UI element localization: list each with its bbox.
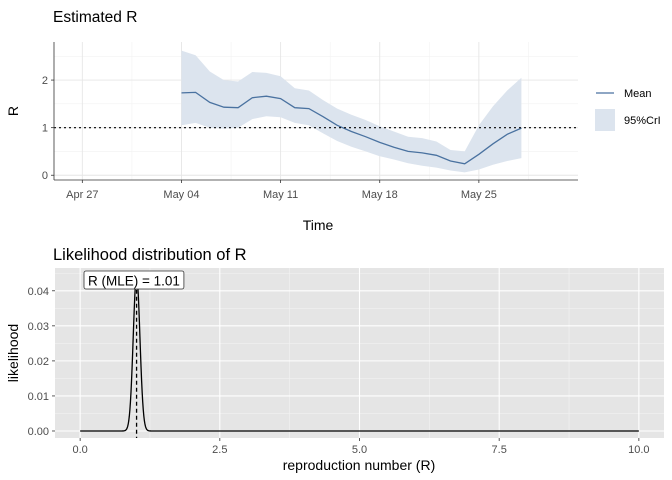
- y-tick-label: 0.01: [28, 391, 49, 403]
- likelihood-chart: Likelihood distribution of R R (MLE) = 1…: [5, 246, 664, 473]
- y-tick-label: 2: [42, 75, 48, 87]
- legend-cri-key: [595, 109, 615, 131]
- x-tick-label: 2.5: [212, 444, 227, 456]
- likelihood-curve: [80, 273, 639, 432]
- credible-interval-ribbon: [181, 50, 522, 173]
- y-tick-label: 0.04: [28, 286, 49, 298]
- mle-annotation: R (MLE) = 1.01: [83, 270, 185, 290]
- x-tick-label: Apr 27: [66, 189, 98, 201]
- mean-line: [181, 91, 522, 165]
- y-tick-label: 0.00: [28, 426, 49, 438]
- legend-mean-label: Mean: [624, 88, 652, 100]
- x-tick-label: 10.0: [628, 444, 649, 456]
- x-ticks: Apr 27 May 04 May 11 May 18 May 25: [66, 180, 497, 201]
- x-tick-label: May 11: [263, 189, 298, 201]
- x-axis-title: reproduction number (R): [283, 457, 436, 473]
- annotation-text: R (MLE) = 1.01: [88, 274, 180, 289]
- y-ticks: 0 1 2: [42, 75, 54, 182]
- y-tick-label: 0.03: [28, 321, 49, 333]
- estimated-r-chart: Estimated R 0 1 2 Apr 27 May 04 May 11 May 18…: [5, 9, 661, 233]
- legend: Mean 95%CrI: [595, 88, 661, 131]
- x-tick-label: 0.0: [72, 444, 87, 456]
- y-tick-label: 0: [42, 170, 48, 182]
- x-tick-label: May 25: [461, 189, 497, 201]
- y-axis-title: R: [5, 106, 21, 116]
- chart-title: Estimated R: [53, 9, 137, 26]
- y-ticks: 0.00 0.01 0.02 0.03 0.04: [28, 286, 55, 438]
- y-tick-label: 1: [42, 123, 48, 135]
- annotation-box: [83, 270, 185, 290]
- x-tick-label: May 18: [362, 189, 398, 201]
- legend-cri-label: 95%CrI: [624, 115, 661, 127]
- y-axis-title: likelihood: [5, 324, 21, 382]
- x-tick-label: May 04: [163, 189, 199, 201]
- x-tick-label: 7.5: [492, 444, 507, 456]
- chart-title: Likelihood distribution of R: [53, 246, 247, 264]
- x-tick-label: 5.0: [352, 444, 367, 456]
- y-tick-label: 0.02: [28, 356, 49, 368]
- x-axis-title: Time: [303, 217, 334, 233]
- x-ticks: 0.0 2.5 5.0 7.5 10.0: [72, 438, 650, 456]
